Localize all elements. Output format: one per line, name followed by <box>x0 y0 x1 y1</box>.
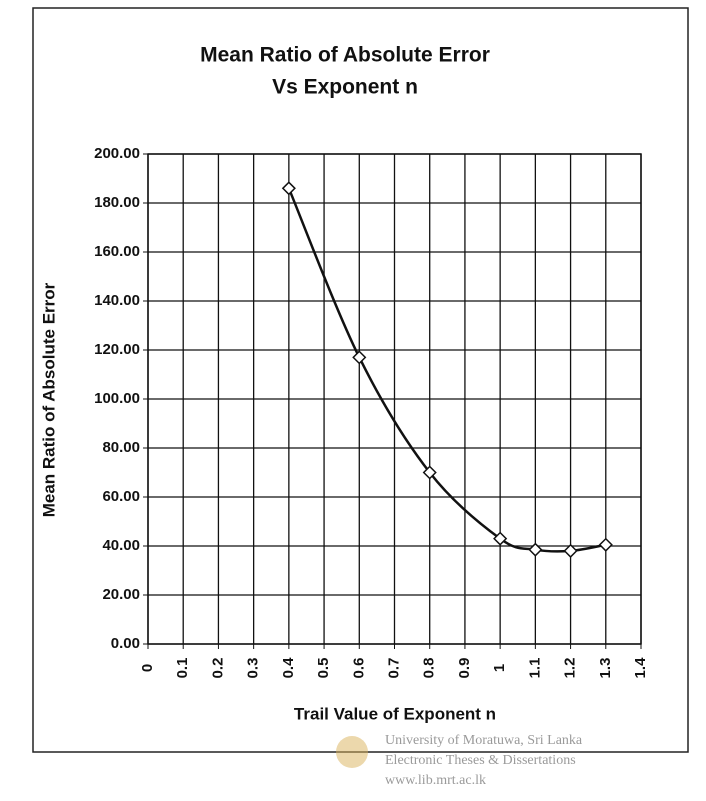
marker <box>422 465 437 480</box>
x-tick-label: 0 <box>139 664 156 672</box>
chart-subtitle: Vs Exponent n <box>272 76 418 99</box>
x-axis-label: Trail Value of Exponent n <box>294 704 496 723</box>
watermark-text: www.lib.mrt.ac.lk <box>385 773 486 788</box>
x-tick-label: 0.2 <box>209 658 226 679</box>
marker <box>281 181 296 196</box>
marker <box>598 537 613 552</box>
y-axis-label: Mean Ratio of Absolute Error <box>39 282 58 517</box>
y-tick-label: 200.00 <box>94 145 140 162</box>
y-tick-label: 60.00 <box>102 488 140 505</box>
y-tick-label: 100.00 <box>94 390 140 407</box>
y-tick-label: 20.00 <box>102 586 140 603</box>
y-tick-label: 0.00 <box>111 635 140 652</box>
y-tick-label: 80.00 <box>102 439 140 456</box>
x-tick-label: 1.3 <box>597 658 614 679</box>
x-tick-label: 1 <box>491 664 508 672</box>
x-tick-label: 1.1 <box>526 658 543 679</box>
y-tick-label: 160.00 <box>94 243 140 260</box>
x-tick-label: 0.9 <box>456 658 473 679</box>
y-tick-label: 120.00 <box>94 341 140 358</box>
x-tick-label: 0.4 <box>280 657 297 679</box>
x-tick-label: 0.1 <box>174 658 191 679</box>
x-tick-label: 1.2 <box>562 658 579 679</box>
x-tick-label: 0.7 <box>385 658 402 679</box>
x-tick-label: 0.3 <box>245 658 262 679</box>
watermark-text: Electronic Theses & Dissertations <box>385 753 576 768</box>
marker <box>563 543 578 558</box>
x-tick-label: 0.6 <box>350 658 367 679</box>
x-tick-label: 1.4 <box>632 657 649 679</box>
watermark-logo <box>336 736 368 768</box>
y-tick-label: 180.00 <box>94 194 140 211</box>
marker <box>493 531 508 546</box>
y-tick-label: 140.00 <box>94 292 140 309</box>
marker <box>528 542 543 557</box>
marker <box>352 350 367 365</box>
y-tick-label: 40.00 <box>102 537 140 554</box>
x-tick-label: 0.8 <box>421 658 438 679</box>
x-tick-label: 0.5 <box>315 658 332 679</box>
chart-title: Mean Ratio of Absolute Error <box>200 44 490 67</box>
watermark-text: University of Moratuwa, Sri Lanka <box>385 733 583 748</box>
